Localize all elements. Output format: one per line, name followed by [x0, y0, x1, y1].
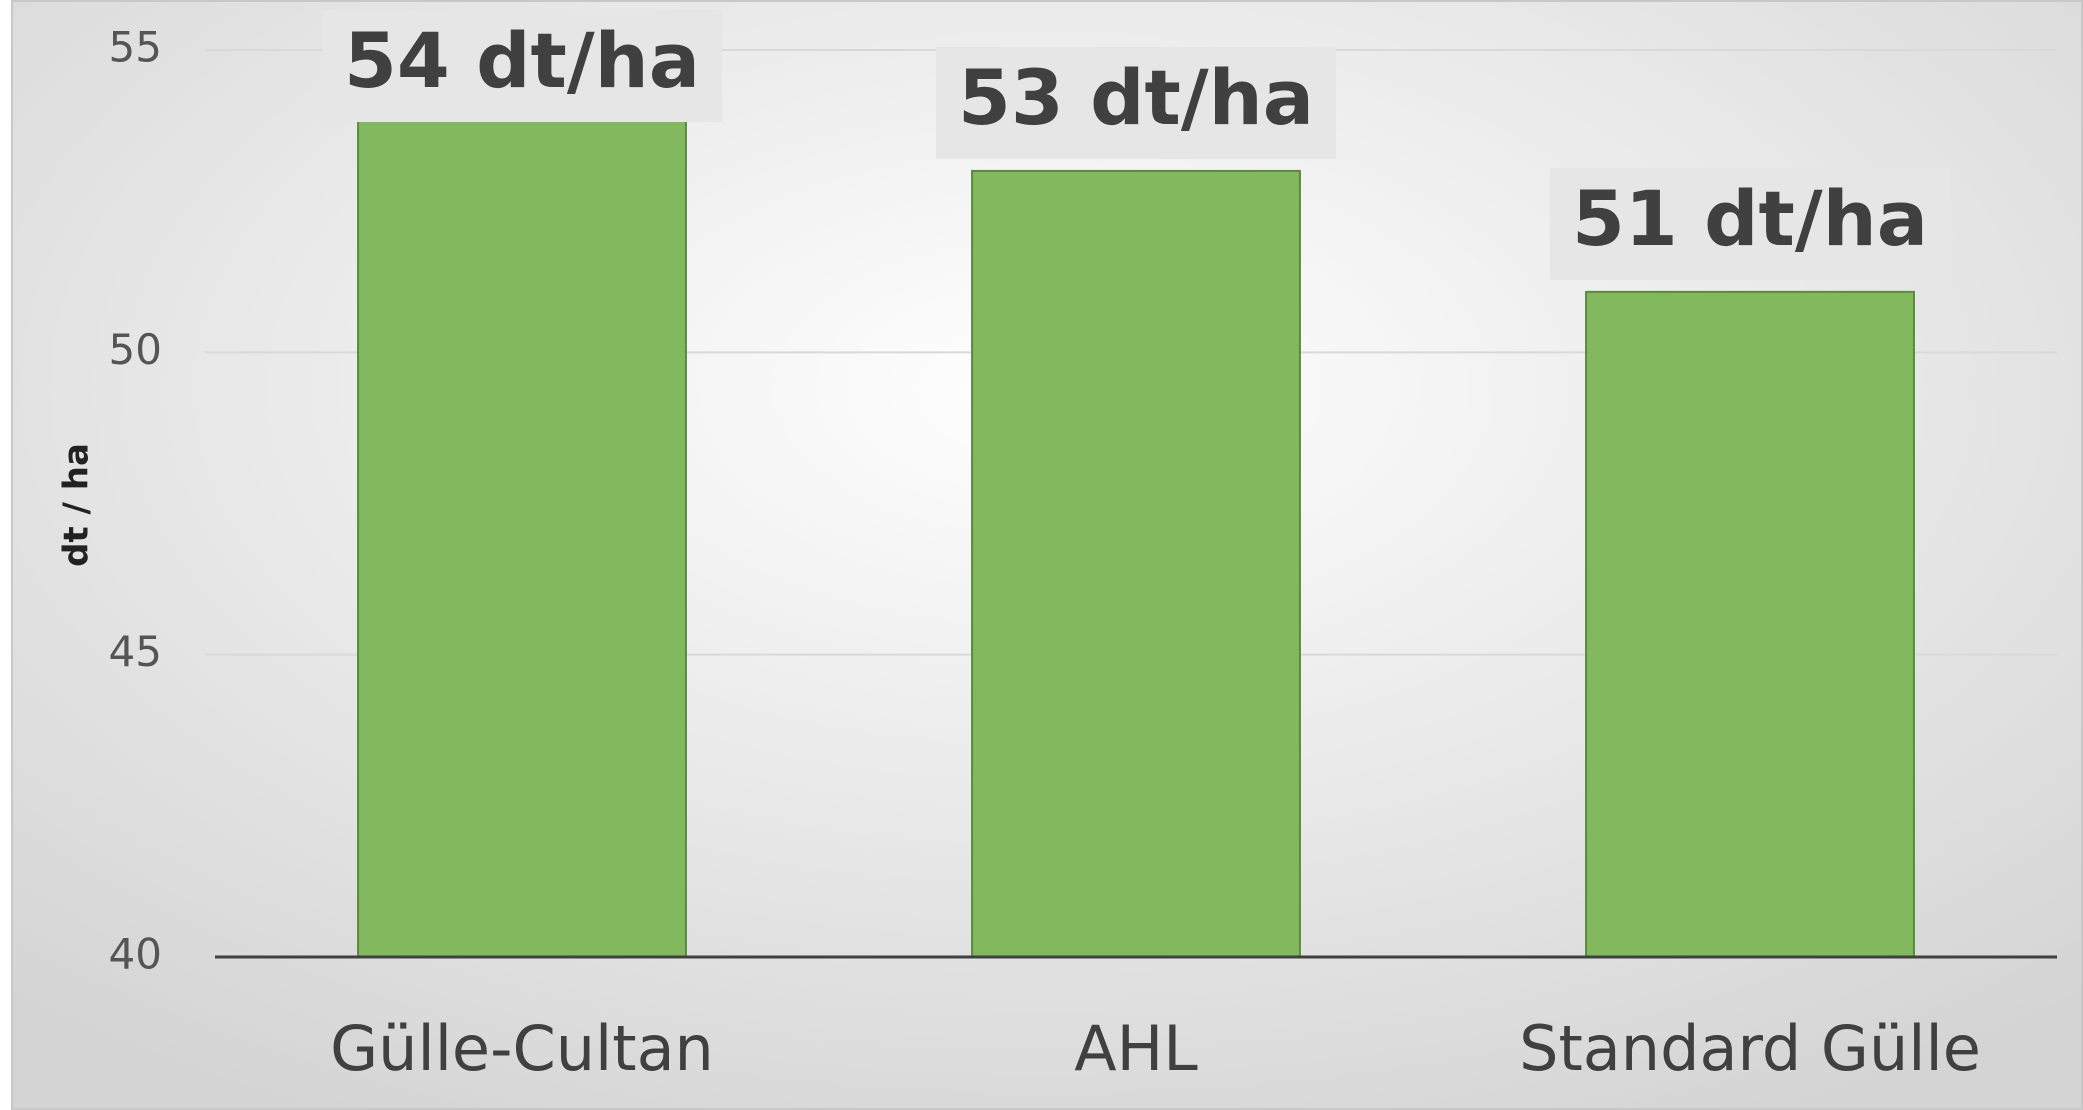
- y-tick-label: 45: [109, 627, 162, 676]
- value-label: 54 dt/ha: [344, 16, 700, 105]
- value-label-background: [321, 10, 723, 122]
- y-tick-label: 55: [109, 23, 162, 72]
- x-tick-label: AHL: [1074, 1012, 1198, 1085]
- value-label: 51 dt/ha: [1572, 174, 1928, 263]
- y-axis-title: dt / ha: [57, 443, 97, 567]
- x-tick-label: Standard Gülle: [1519, 1012, 1981, 1085]
- bar: [1585, 290, 1915, 959]
- y-tick-label: 40: [109, 930, 162, 979]
- value-label-background: [1549, 167, 1951, 280]
- bar: [357, 109, 687, 958]
- bar: [971, 169, 1301, 958]
- value-label-background: [935, 46, 1337, 159]
- y-tick-label: 50: [109, 325, 162, 374]
- x-tick-label: Gülle-Cultan: [330, 1012, 714, 1085]
- value-label: 53 dt/ha: [958, 53, 1314, 142]
